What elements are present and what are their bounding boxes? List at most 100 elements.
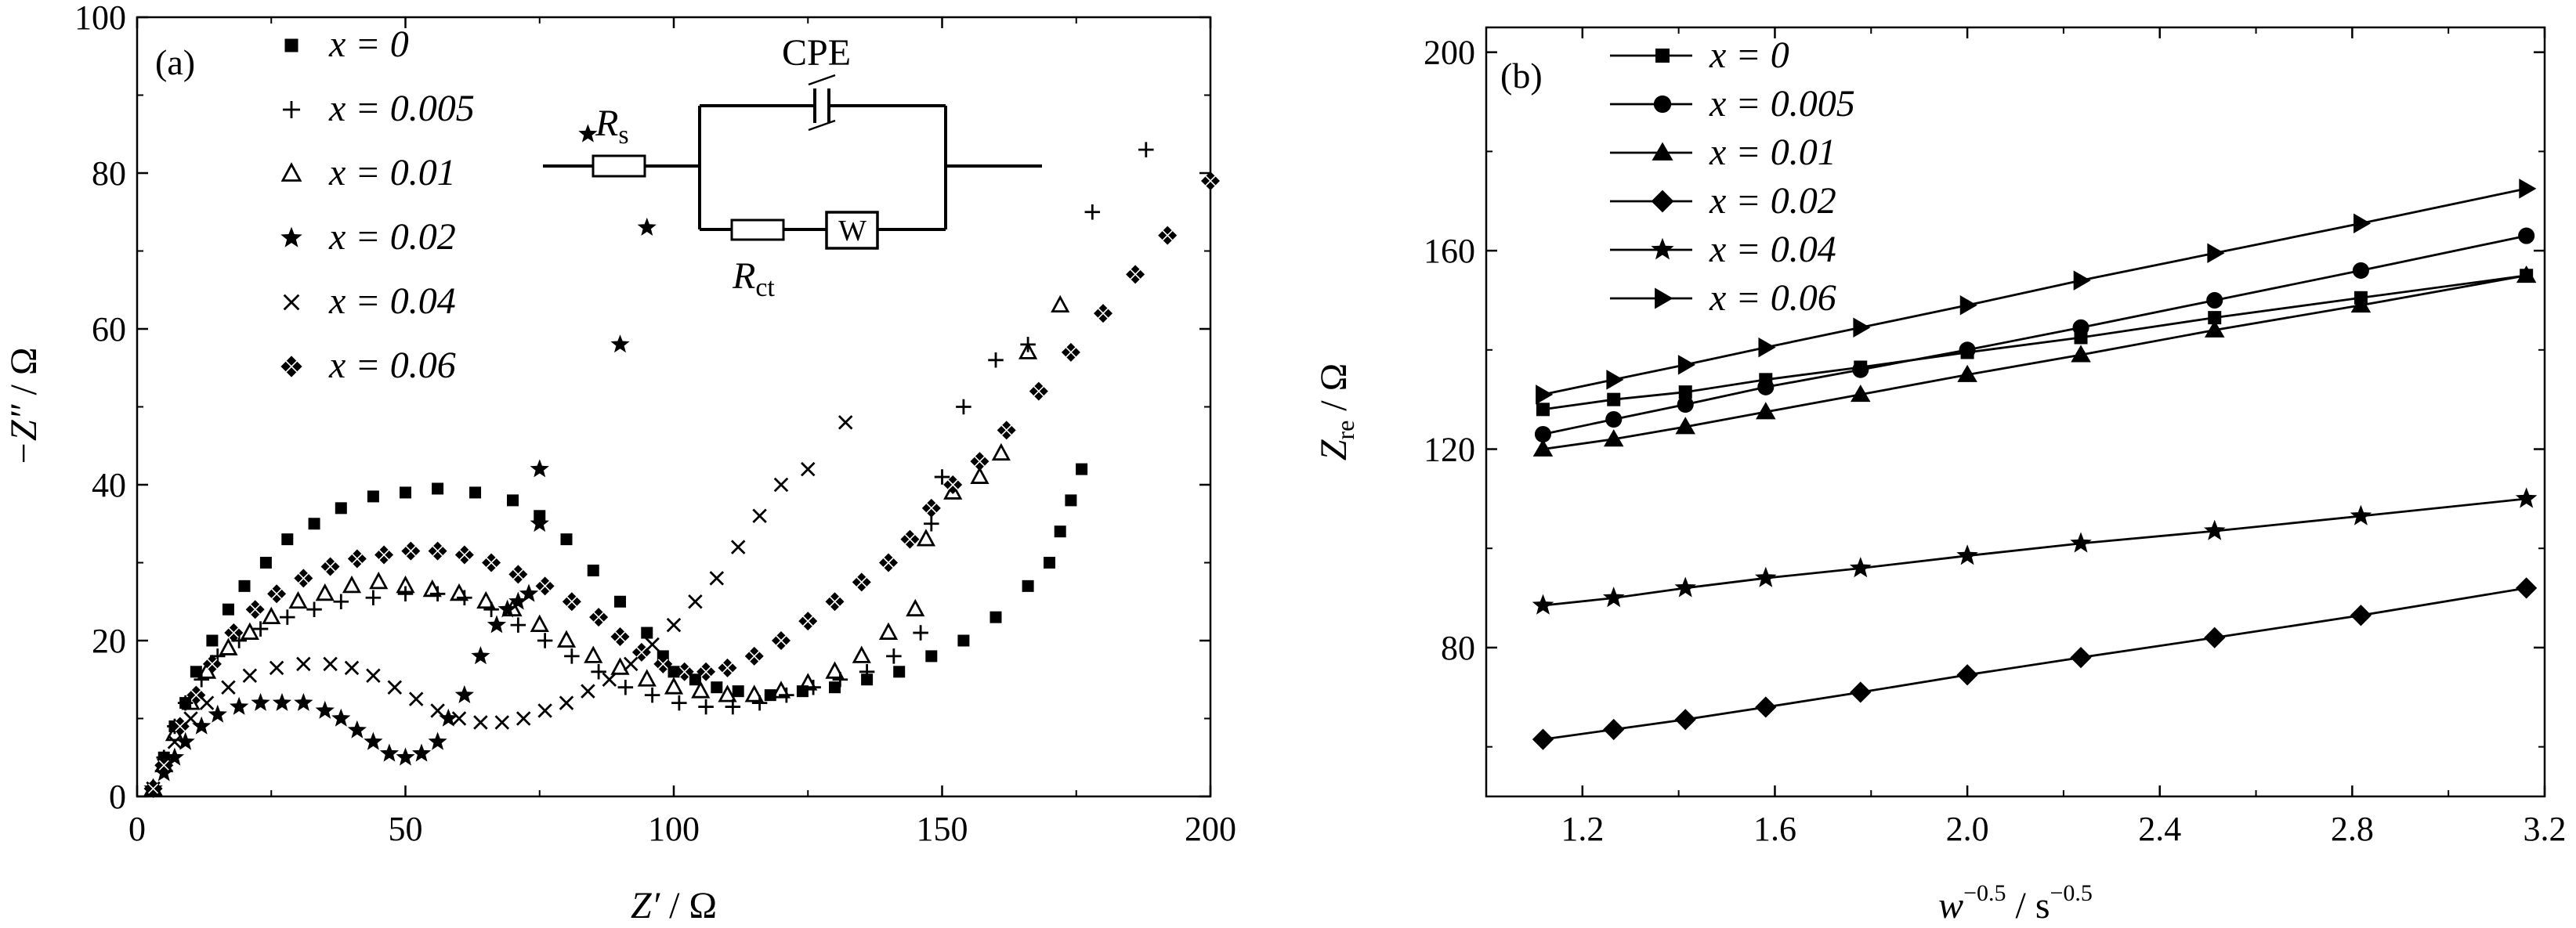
data-point bbox=[970, 466, 990, 484]
data-point bbox=[1606, 370, 1624, 390]
data-point bbox=[1158, 226, 1178, 245]
data-point bbox=[306, 601, 322, 617]
series-line bbox=[1543, 274, 2527, 450]
data-point bbox=[610, 334, 630, 353]
x-tick-label-b: 1.6 bbox=[1753, 810, 1796, 848]
data-point bbox=[556, 630, 577, 648]
x-tick-label-b: 2.0 bbox=[1946, 810, 1989, 848]
data-point bbox=[1603, 429, 1624, 447]
data-point bbox=[1018, 341, 1038, 359]
data-point bbox=[934, 469, 950, 485]
data-point bbox=[281, 533, 294, 546]
legend-marker bbox=[284, 38, 298, 52]
data-point bbox=[262, 606, 281, 625]
data-point bbox=[364, 731, 383, 750]
data-point bbox=[186, 685, 206, 705]
data-point bbox=[671, 695, 687, 711]
data-point bbox=[320, 557, 340, 576]
plot-frame-b bbox=[1485, 26, 2546, 798]
data-point bbox=[154, 756, 174, 775]
data-point bbox=[997, 421, 1016, 440]
data-point bbox=[675, 662, 694, 681]
y-tick-label-b: 160 bbox=[1424, 232, 1475, 270]
data-point bbox=[2070, 532, 2092, 553]
data-point bbox=[183, 711, 198, 726]
data-point bbox=[510, 617, 526, 633]
data-point bbox=[610, 627, 630, 647]
data-point bbox=[251, 692, 270, 711]
y-axis-label-a: −Z″ / Ω bbox=[3, 347, 45, 466]
data-point bbox=[2071, 345, 2091, 363]
data-point bbox=[192, 716, 212, 735]
data-point bbox=[222, 603, 234, 616]
data-point bbox=[925, 650, 938, 663]
data-point bbox=[744, 684, 764, 702]
data-point bbox=[943, 482, 963, 500]
data-point bbox=[400, 486, 411, 499]
y-tick-label-a: 0 bbox=[109, 778, 126, 816]
data-point bbox=[238, 580, 251, 592]
data-point bbox=[366, 668, 381, 684]
data-point bbox=[1678, 385, 1692, 399]
data-point bbox=[1959, 341, 1976, 359]
data-point bbox=[1607, 392, 1621, 406]
data-point bbox=[2208, 311, 2222, 325]
x-axis-label-a: Z′ / Ω bbox=[631, 885, 717, 926]
data-point bbox=[240, 622, 259, 640]
data-point bbox=[653, 654, 673, 673]
data-point bbox=[1065, 494, 1077, 507]
data-point bbox=[245, 600, 265, 619]
data-point bbox=[956, 399, 971, 415]
data-point bbox=[1054, 525, 1066, 538]
data-point bbox=[190, 666, 202, 678]
data-point bbox=[1126, 265, 1145, 284]
data-point bbox=[1532, 728, 1554, 750]
legend-marker bbox=[1651, 237, 1674, 260]
y-tick-label-a: 100 bbox=[74, 0, 126, 37]
data-point bbox=[530, 459, 549, 478]
data-point bbox=[487, 615, 507, 634]
series-3-b bbox=[1532, 577, 2538, 750]
rs-label: Rs bbox=[595, 103, 629, 150]
data-point bbox=[564, 648, 580, 664]
legend-label: x = 0.005 bbox=[1709, 83, 1855, 125]
legend-a: x = 0 x = 0.005 x = 0.01 x = 0.02 x = 0.04 x … bbox=[280, 23, 475, 386]
data-point bbox=[508, 591, 528, 610]
data-point bbox=[369, 571, 389, 590]
data-point bbox=[387, 680, 403, 695]
data-point bbox=[2204, 320, 2225, 338]
data-point bbox=[224, 623, 244, 643]
data-point bbox=[1051, 294, 1070, 313]
data-point bbox=[494, 715, 510, 730]
x-axis-label-b: w−0.5 / s−0.5 bbox=[1938, 880, 2093, 926]
data-point bbox=[1852, 361, 1869, 378]
data-point bbox=[1532, 594, 1554, 615]
data-point bbox=[913, 625, 928, 641]
data-point bbox=[943, 475, 963, 494]
data-point bbox=[202, 654, 222, 673]
data-point bbox=[1956, 544, 1978, 565]
data-point bbox=[2070, 647, 2092, 669]
data-point bbox=[990, 611, 1002, 623]
data-point bbox=[924, 516, 939, 532]
data-point bbox=[861, 673, 874, 686]
data-point bbox=[829, 681, 841, 694]
legend-b: x = 0 x = 0.005 x = 0.01 x = 0.02 x = 0.04 x … bbox=[1610, 34, 1855, 319]
y-axis-label-b: Zre / Ω bbox=[1313, 363, 1359, 461]
data-point bbox=[454, 684, 474, 703]
x-tick-label-a: 150 bbox=[917, 810, 968, 848]
data-point bbox=[219, 637, 238, 655]
data-point bbox=[1029, 381, 1048, 401]
data-point bbox=[1603, 718, 1625, 741]
data-point bbox=[641, 626, 653, 639]
data-point bbox=[242, 668, 258, 684]
data-point bbox=[801, 461, 816, 477]
data-point bbox=[308, 518, 320, 530]
data-point bbox=[1755, 566, 1777, 587]
series-2-a bbox=[143, 294, 1070, 796]
data-point bbox=[1094, 304, 1113, 323]
rct-label: Rct bbox=[732, 255, 775, 302]
data-point bbox=[379, 743, 400, 762]
data-point bbox=[906, 598, 925, 617]
legend-label: x = 0.01 bbox=[1709, 132, 1836, 173]
